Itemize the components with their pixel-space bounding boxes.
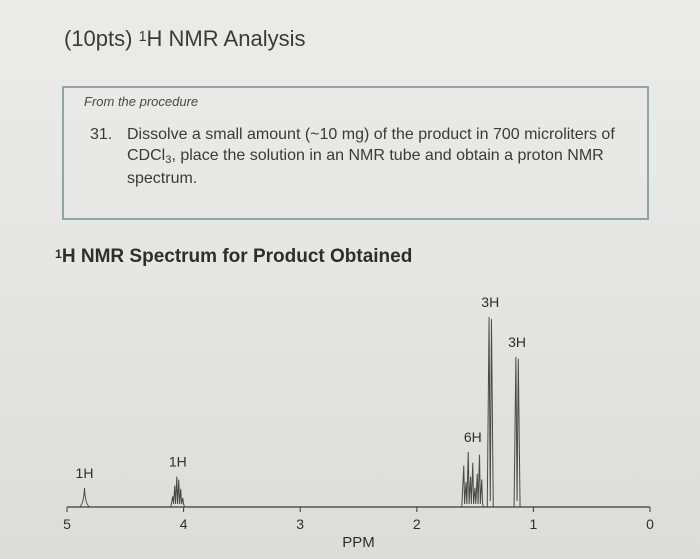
step-text: Dissolve a small amount (~10 mg) of the … (127, 124, 637, 189)
x-tick-label: 5 (63, 516, 71, 532)
spectrum-peak (461, 451, 485, 508)
x-tick-label: 0 (646, 516, 654, 532)
spectrum-title: 1H NMR Spectrum for Product Obtained (55, 246, 412, 268)
x-tick-label: 2 (413, 516, 421, 532)
x-tick-label: 3 (296, 516, 304, 532)
isotope-superscript: 1 (138, 29, 147, 45)
step-number: 31. (90, 126, 113, 143)
integration-label: 1H (169, 454, 187, 470)
integration-labels: 1H 1H 6H 3H 3H (76, 294, 526, 481)
procedure-box: From the procedure 31. Dissolve a small … (62, 86, 649, 220)
spectrum-title-text: H NMR Spectrum for Product Obtained (61, 246, 413, 267)
x-tick-label: 1 (530, 516, 538, 532)
x-axis-label: PPM (342, 534, 375, 551)
spectrum-peaks (78, 316, 521, 508)
integration-label: 6H (464, 429, 482, 445)
step-text-part1: Dissolve a small amount (~10 mg) of the … (127, 126, 615, 164)
spectrum-peak (78, 487, 91, 508)
spectrum-peak (486, 316, 494, 508)
step-text-part2: , place the solution in an NMR tube and … (127, 147, 604, 187)
procedure-label: From the procedure (84, 94, 199, 109)
spectrum-title-superscript: 1 (55, 246, 62, 261)
x-tick-label: 4 (180, 516, 188, 532)
integration-label: 1H (76, 465, 94, 481)
question-points: (10pts) (64, 26, 139, 51)
spectrum-peak (170, 476, 186, 508)
spectrum-peak (513, 356, 521, 508)
step-text-subscript: 3 (165, 154, 172, 167)
question-title: H NMR Analysis (146, 26, 306, 51)
x-axis-ticks: 5 4 3 2 1 0 (63, 507, 654, 532)
integration-label: 3H (508, 334, 526, 350)
question-heading: (10pts) 1H NMR Analysis (64, 26, 305, 52)
integration-label: 3H (481, 294, 499, 310)
